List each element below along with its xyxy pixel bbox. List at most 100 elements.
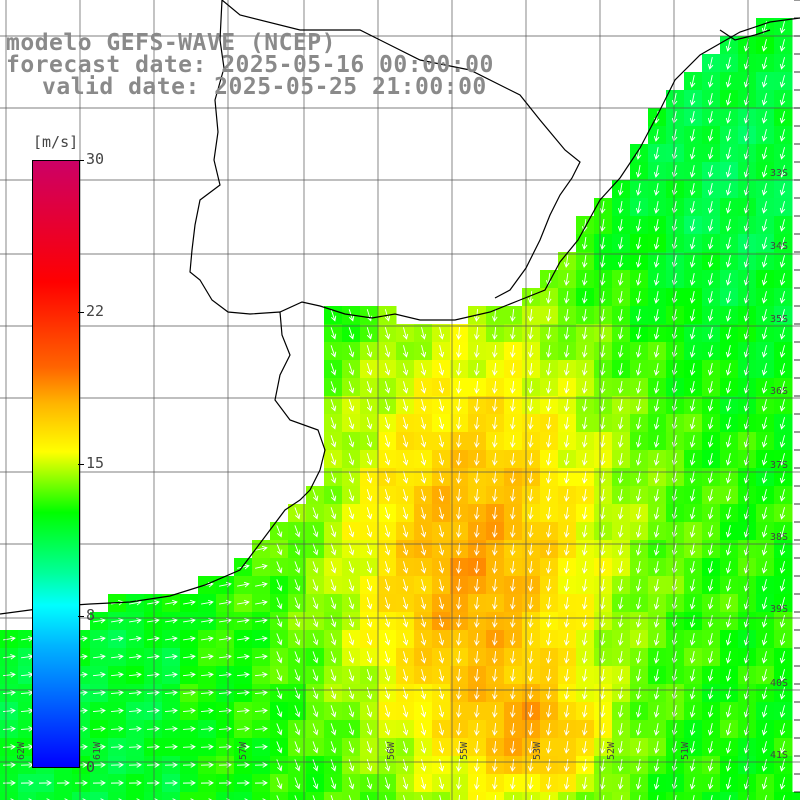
wind-arrow	[599, 669, 606, 682]
wind-arrow	[617, 507, 624, 520]
wind-arrow	[725, 129, 732, 142]
wind-arrow	[635, 381, 642, 394]
wind-arrow	[779, 147, 786, 160]
wind-arrow	[635, 669, 642, 682]
wind-arrow	[128, 635, 142, 642]
wind-arrow	[707, 435, 714, 448]
wind-arrow	[779, 597, 786, 610]
wind-arrow	[725, 615, 732, 628]
wind-arrow	[402, 651, 409, 664]
wind-arrow	[563, 398, 570, 412]
wind-arrow	[707, 309, 714, 322]
wind-arrow	[779, 309, 786, 322]
wind-arrow	[707, 255, 714, 268]
wind-arrow	[528, 596, 534, 610]
wind-arrow	[402, 687, 409, 700]
wind-cell	[144, 792, 163, 800]
wind-arrow	[779, 363, 786, 376]
wind-arrow	[492, 776, 498, 790]
wind-arrow	[761, 237, 768, 250]
wind-arrow	[294, 615, 301, 628]
wind-arrow	[438, 417, 445, 430]
wind-arrow	[366, 435, 373, 448]
wind-arrow	[653, 435, 660, 448]
wind-arrow	[366, 579, 373, 592]
wind-arrow	[276, 561, 283, 574]
wind-arrow	[689, 111, 696, 124]
wind-arrow	[510, 308, 516, 322]
wind-arrow	[779, 471, 786, 484]
wind-arrow	[474, 380, 480, 394]
wind-arrow	[146, 672, 160, 678]
wind-arrow	[438, 651, 445, 664]
wind-arrow	[653, 525, 660, 538]
wind-arrow	[200, 780, 214, 786]
wind-arrow	[110, 780, 124, 786]
wind-arrow	[330, 723, 337, 736]
wind-arrow	[330, 705, 337, 718]
wind-cell	[558, 792, 577, 800]
wind-arrow	[330, 579, 337, 592]
wind-arrow	[330, 507, 337, 520]
wind-arrow	[689, 489, 696, 502]
wind-arrow	[653, 507, 660, 520]
wind-arrow	[510, 542, 516, 556]
wind-arrow	[254, 726, 268, 732]
wind-arrow	[510, 326, 516, 340]
wind-arrow	[779, 741, 786, 754]
wind-arrow	[330, 561, 337, 574]
wind-arrow	[276, 759, 283, 772]
wind-arrow	[92, 672, 106, 678]
wind-arrow	[689, 309, 696, 322]
wind-arrow	[182, 635, 196, 642]
wind-arrow	[674, 795, 677, 800]
wind-arrow	[707, 129, 714, 142]
wind-arrow	[563, 542, 570, 556]
wind-arrow	[653, 327, 660, 340]
wind-arrow	[492, 506, 498, 520]
wind-arrow	[366, 597, 373, 610]
wind-arrow	[725, 471, 732, 484]
wind-arrow	[402, 543, 409, 556]
wind-arrow	[725, 309, 732, 322]
wind-arrow	[635, 561, 642, 574]
wind-arrow	[545, 740, 552, 754]
colorbar-mark	[78, 464, 84, 465]
wind-arrow	[366, 795, 370, 800]
wind-arrow	[707, 669, 714, 682]
wind-arrow	[566, 794, 569, 800]
wind-arrow	[707, 183, 714, 196]
wind-arrow	[438, 525, 445, 538]
wind-arrow	[653, 183, 660, 196]
wind-arrow	[255, 563, 268, 570]
wind-arrow	[402, 597, 409, 610]
wind-arrow	[164, 744, 178, 750]
wind-arrow	[707, 507, 714, 520]
wind-arrow	[110, 690, 124, 696]
wind-arrow	[563, 434, 570, 448]
wind-arrow	[545, 632, 552, 646]
wind-arrow	[707, 453, 714, 466]
wind-arrow	[635, 723, 642, 736]
wind-arrow	[761, 165, 768, 178]
wind-arrow	[635, 435, 642, 448]
latitude-label: 36S	[770, 386, 788, 397]
wind-arrow	[707, 651, 714, 664]
wind-arrow	[421, 795, 424, 800]
wind-arrow	[438, 687, 445, 700]
wind-arrow	[92, 780, 106, 786]
wind-arrow	[510, 380, 516, 394]
wind-arrow	[707, 543, 714, 556]
wind-arrow	[294, 507, 301, 520]
wind-cell	[666, 792, 685, 800]
wind-arrow	[635, 417, 642, 430]
wind-arrow	[725, 417, 732, 430]
wind-cell	[216, 792, 235, 800]
wind-arrow	[617, 597, 624, 610]
wind-arrow	[563, 632, 570, 646]
wind-arrow	[92, 744, 106, 750]
wind-arrow	[653, 615, 660, 628]
wind-arrow	[348, 381, 355, 394]
wind-arrow	[172, 798, 177, 800]
wind-arrow	[420, 723, 427, 736]
